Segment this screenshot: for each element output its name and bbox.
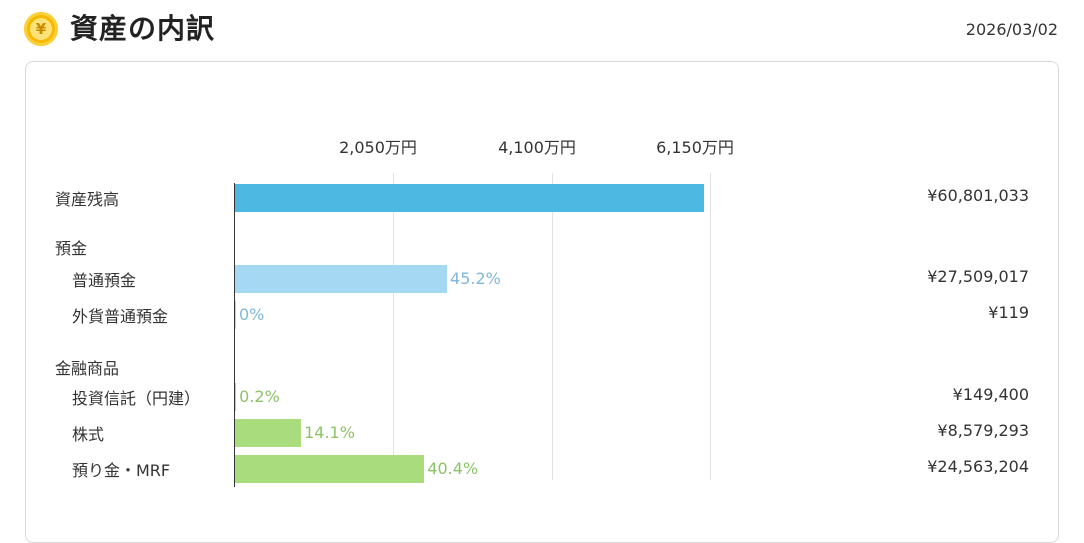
- bar: [235, 265, 448, 293]
- category-label: 投資信託（円建）: [72, 389, 201, 408]
- value-label: ¥149,400: [952, 385, 1029, 404]
- category-label: 普通預金: [72, 271, 137, 290]
- percent-label: 0%: [239, 305, 265, 324]
- as-of-date: 2026/03/02: [965, 20, 1058, 39]
- value-label: ¥119: [988, 303, 1029, 322]
- value-label: ¥24,563,204: [927, 457, 1029, 476]
- bar: [235, 419, 302, 447]
- category-label: 資産残高: [55, 190, 120, 209]
- y-axis-line: [234, 183, 235, 487]
- bar: [235, 301, 236, 329]
- bar: [235, 184, 704, 212]
- bar: [235, 455, 425, 483]
- page-header: ¥ 資産の内訳 2026/03/02: [0, 0, 1084, 56]
- percent-label: 0.2%: [239, 387, 280, 406]
- yen-glyph: ¥: [30, 18, 52, 40]
- asset-breakdown-card: [25, 61, 1059, 543]
- category-label: 預り金・MRF: [72, 461, 171, 480]
- x-axis-tick-label: 4,100万円: [498, 138, 576, 157]
- percent-label: 40.4%: [427, 459, 479, 478]
- x-axis-tick-label: 2,050万円: [339, 138, 417, 157]
- x-gridline: [552, 173, 553, 480]
- x-gridline: [393, 173, 394, 480]
- bar: [235, 383, 237, 411]
- x-gridline: [710, 173, 711, 480]
- percent-label: 14.1%: [304, 423, 355, 442]
- group-heading: 金融商品: [55, 359, 120, 378]
- category-label: 株式: [72, 425, 105, 444]
- group-heading: 預金: [55, 239, 88, 258]
- yen-coin-icon: ¥: [24, 12, 58, 46]
- value-label: ¥60,801,033: [927, 186, 1029, 205]
- x-axis-tick-label: 6,150万円: [656, 138, 734, 157]
- percent-label: 45.2%: [450, 269, 501, 288]
- category-label: 外貨普通預金: [72, 307, 169, 326]
- value-label: ¥27,509,017: [927, 267, 1029, 286]
- value-label: ¥8,579,293: [937, 421, 1029, 440]
- page-title: 資産の内訳: [70, 12, 216, 45]
